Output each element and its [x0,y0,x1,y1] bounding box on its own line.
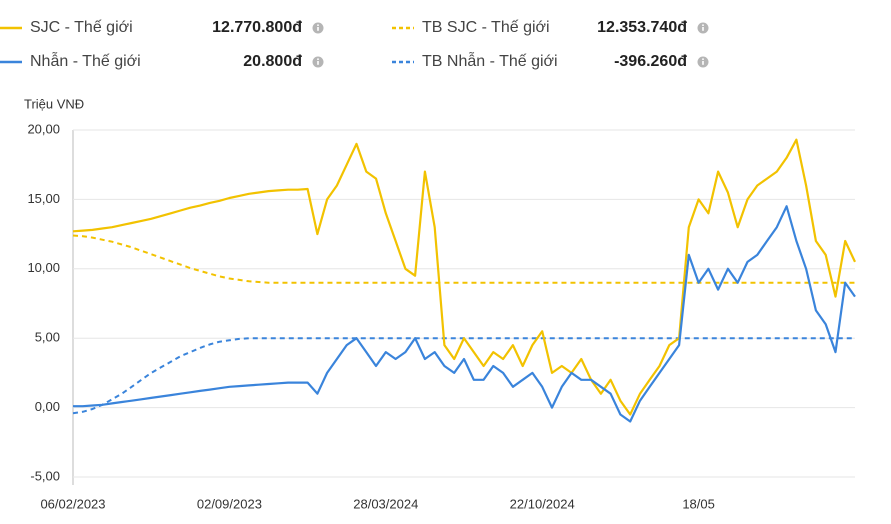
info-icon-dot [317,58,319,60]
legend-value: 12.770.800đ [212,19,302,36]
price-line [72,138,856,416]
legend-value: 12.353.740đ [597,19,687,36]
info-icon-dot [702,58,704,60]
legend-name: SJC - Thế giới [30,19,133,36]
legend-name: TB SJC - Thế giới [422,19,550,36]
info-icon-dot [317,24,319,26]
x-tick-label: 18/05 [682,496,715,511]
legend-value: -396.260đ [614,53,687,70]
y-tick-label: 5,00 [35,330,60,345]
x-tick-label: 02/09/2023 [197,496,262,511]
y-axis-label: Triệu VNĐ [24,96,84,111]
price-line [73,205,856,423]
legend-name: TB Nhẫn - Thế giới [422,51,558,70]
x-tick-label: 28/03/2024 [353,496,418,511]
info-icon-mark [702,27,704,31]
x-tick-label: 06/02/2023 [40,496,105,511]
y-tick-label: 20,00 [27,121,60,136]
info-icon-dot [702,24,704,26]
x-tick-label: 22/10/2024 [510,496,575,511]
legend-name: Nhẫn - Thế giới [30,51,141,70]
y-tick-label: 0,00 [35,399,60,414]
y-tick-label: -5,00 [30,468,60,483]
y-tick-label: 10,00 [27,260,60,275]
info-icon-mark [317,61,319,65]
info-icon-mark [702,61,704,65]
average-line [72,234,855,284]
y-tick-label: 15,00 [27,191,60,206]
legend-value: 20.800đ [243,53,302,70]
info-icon-mark [317,27,319,31]
average-line [72,337,855,415]
